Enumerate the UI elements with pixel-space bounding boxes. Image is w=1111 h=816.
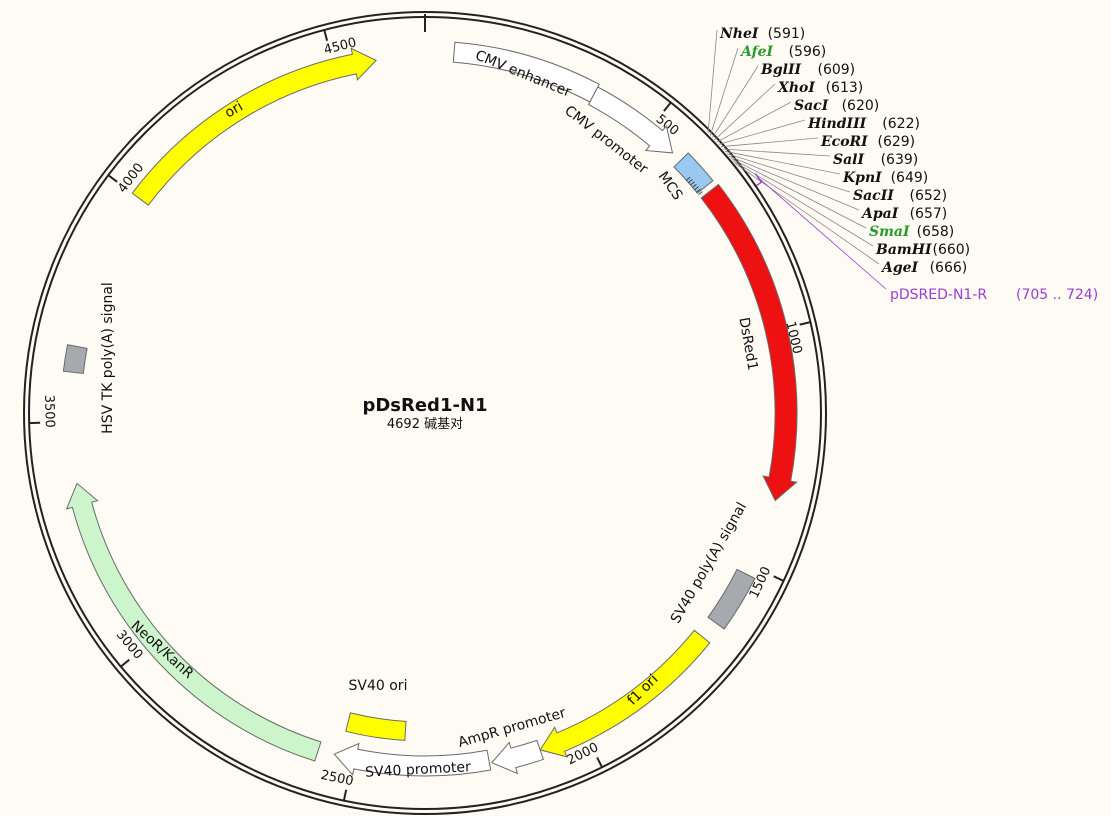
mcs-hatch bbox=[694, 186, 699, 191]
tick-mark bbox=[663, 101, 672, 112]
dsred1-label: DsRed1 bbox=[735, 316, 760, 372]
enzyme-position: (652) bbox=[910, 188, 948, 204]
primer-annotation: pDSRED-N1-R (705 .. 724) bbox=[754, 173, 1098, 303]
enzyme-position: (658) bbox=[917, 224, 955, 240]
ampr-promoter-feature bbox=[490, 739, 545, 775]
mcs-hatch bbox=[696, 188, 701, 193]
enzyme-position: (639) bbox=[881, 152, 919, 168]
mcs-hatch bbox=[690, 181, 695, 186]
enzyme-position: (657) bbox=[910, 206, 948, 222]
primer-name: pDSRED-N1-R bbox=[890, 287, 987, 303]
enzyme-leader-line bbox=[707, 29, 718, 134]
plasmid-length: 4692 碱基对 bbox=[387, 417, 463, 432]
plasmid-name: pDsRed1-N1 bbox=[362, 395, 487, 416]
cmv-promoter-feature bbox=[587, 86, 674, 154]
tick-mark bbox=[773, 575, 785, 582]
mcs-hatch bbox=[698, 191, 703, 196]
enzyme-leader-line bbox=[734, 162, 880, 265]
tick-label: 2500 bbox=[319, 768, 354, 789]
enzyme-leader-line bbox=[720, 137, 819, 148]
sv40-promoter-label: SV40 promoter bbox=[365, 759, 472, 781]
sv40-promoter-feature bbox=[333, 742, 492, 777]
sv40-ori-label: SV40 ori bbox=[349, 678, 408, 694]
primer-mark bbox=[754, 173, 763, 187]
enzyme-position: (609) bbox=[818, 62, 856, 78]
enzyme-name: AgeI bbox=[880, 260, 919, 276]
ori-label: ori bbox=[222, 99, 246, 122]
primer-range: (705 .. 724) bbox=[1016, 287, 1098, 303]
hsv-tk-polya-feature bbox=[62, 344, 88, 375]
enzyme-name: NheI bbox=[719, 26, 759, 42]
backbone bbox=[23, 11, 827, 815]
mcs-hatch bbox=[686, 176, 691, 181]
tick-mark bbox=[596, 756, 603, 768]
enzyme-name: BamHI bbox=[875, 242, 932, 258]
enzyme-leader-line bbox=[730, 157, 867, 229]
enzyme-position: (660) bbox=[933, 242, 971, 258]
enzyme-name: ApaI bbox=[860, 206, 899, 222]
enzyme-leader-line bbox=[716, 101, 792, 143]
enzyme-leader-line bbox=[728, 155, 860, 211]
primer-leader-line bbox=[758, 177, 887, 290]
enzyme-leader-line bbox=[718, 119, 806, 145]
enzyme-name: SalI bbox=[833, 152, 865, 168]
tick-mark bbox=[799, 321, 811, 326]
mcs-hatch bbox=[688, 179, 693, 184]
hsv-tk-polya-label: HSV TK poly(A) signal bbox=[100, 282, 116, 434]
enzyme-leader-line bbox=[714, 83, 776, 141]
sv40-ori-feature bbox=[345, 712, 407, 741]
enzyme-name: XhoI bbox=[777, 80, 815, 96]
enzyme-leader-line bbox=[712, 65, 759, 138]
enzyme-name: SacII bbox=[853, 188, 894, 204]
dsred1-feature bbox=[700, 183, 798, 502]
neor-kanr-feature bbox=[65, 482, 322, 762]
mcs-feature bbox=[673, 152, 714, 194]
enzyme-position: (629) bbox=[878, 134, 916, 150]
enzyme-name: SmaI bbox=[869, 224, 910, 240]
tick-mark bbox=[120, 658, 130, 668]
tick-mark bbox=[323, 29, 329, 41]
tick-label: 3500 bbox=[41, 395, 57, 428]
enzyme-position: (622) bbox=[882, 116, 920, 132]
ori-feature bbox=[131, 47, 377, 206]
feature-arcs bbox=[62, 41, 798, 777]
enzyme-leader-line bbox=[726, 153, 851, 193]
enzyme-name: SacI bbox=[794, 98, 829, 114]
tick-mark bbox=[107, 174, 118, 183]
sv40-polya-feature bbox=[707, 568, 756, 630]
tick-mark bbox=[342, 789, 348, 801]
enzyme-name: AfeI bbox=[739, 44, 774, 60]
enzyme-leader-line bbox=[724, 150, 841, 175]
enzyme-name: KpnI bbox=[842, 170, 882, 186]
enzyme-position: (649) bbox=[891, 170, 929, 186]
f1-ori-feature bbox=[539, 629, 711, 758]
enzyme-leader-line bbox=[709, 47, 739, 136]
enzyme-name: HindIII bbox=[807, 116, 867, 132]
enzyme-name: EcoRI bbox=[820, 134, 868, 150]
mcs-hatch bbox=[692, 183, 697, 188]
enzyme-position: (591) bbox=[768, 26, 806, 42]
enzyme-position: (596) bbox=[789, 44, 827, 60]
enzyme-position: (613) bbox=[826, 80, 864, 96]
enzyme-leader-line bbox=[722, 148, 831, 157]
enzyme-position: (666) bbox=[930, 260, 968, 276]
enzyme-name: BglII bbox=[760, 62, 801, 78]
enzyme-position: (620) bbox=[842, 98, 880, 114]
